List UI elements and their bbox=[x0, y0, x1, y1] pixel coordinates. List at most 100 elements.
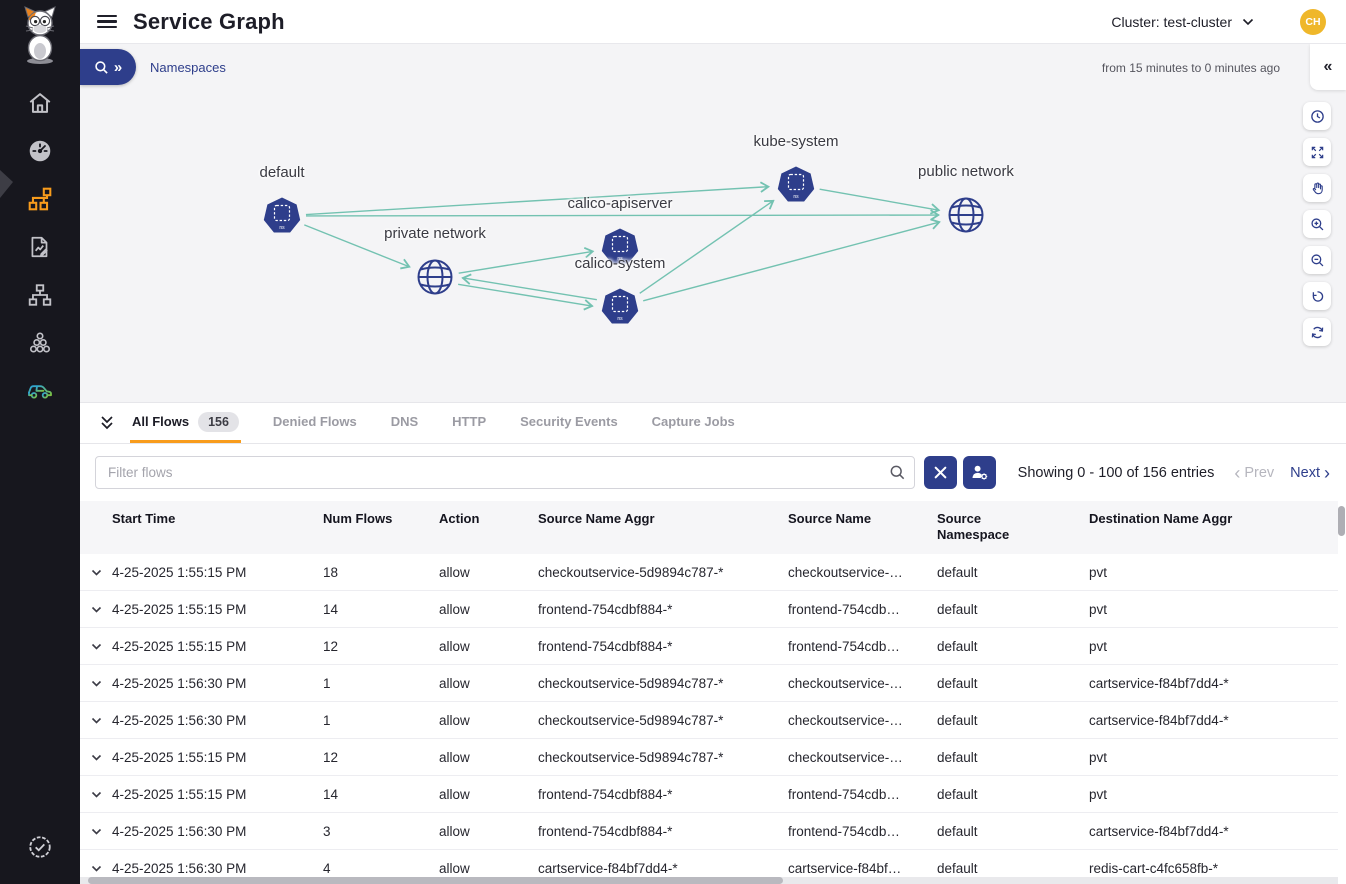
graph-nodes-layer: ns default private network ns calico-apiserv… bbox=[80, 44, 1346, 402]
column-header-action[interactable]: Action bbox=[439, 511, 480, 526]
collapse-right-panel-button[interactable]: « bbox=[1310, 44, 1346, 90]
avatar[interactable]: CH bbox=[1300, 8, 1326, 35]
row-expander-icon[interactable] bbox=[80, 591, 112, 627]
refresh-icon[interactable] bbox=[1303, 318, 1331, 346]
table-cell: checkoutservice-… bbox=[788, 564, 903, 580]
table-cell: allow bbox=[439, 786, 470, 802]
tab-all-flows[interactable]: All Flows 156 bbox=[130, 403, 241, 443]
clock-icon[interactable] bbox=[1303, 102, 1331, 130]
table-cell: cartservice-f84bf… bbox=[788, 860, 902, 876]
row-expander-icon[interactable] bbox=[80, 702, 112, 738]
table-cell: 12 bbox=[323, 749, 339, 765]
tab-capture-jobs[interactable]: Capture Jobs bbox=[650, 403, 737, 443]
pan-hand-icon[interactable] bbox=[1303, 174, 1331, 202]
sidebar-item-network-policies[interactable] bbox=[27, 282, 53, 308]
undo-icon[interactable] bbox=[1303, 282, 1331, 310]
graph-node-kube-system[interactable]: ns kube-system bbox=[753, 133, 839, 205]
column-header-source-namespace[interactable]: Source Namespace bbox=[937, 511, 1010, 543]
tab-denied-flows[interactable]: Denied Flows bbox=[271, 403, 359, 443]
table-row: 4-25-2025 1:55:15 PM 14 allow frontend-754c… bbox=[80, 591, 1338, 628]
table-cell: checkoutservice-5d9894c787-* bbox=[538, 675, 724, 691]
svg-text:ns: ns bbox=[793, 194, 799, 200]
horizontal-scrollbar[interactable] bbox=[80, 877, 1338, 884]
tab-security-events[interactable]: Security Events bbox=[518, 403, 620, 443]
column-header-num-flows[interactable]: Num Flows bbox=[323, 511, 393, 526]
row-expander-icon[interactable] bbox=[80, 554, 112, 590]
network-sitemap-icon bbox=[28, 284, 52, 306]
table-cell: checkoutservice-… bbox=[788, 712, 903, 728]
row-expander-icon[interactable] bbox=[80, 628, 112, 664]
graph-node-public-network[interactable]: public network bbox=[918, 163, 1014, 235]
table-cell: default bbox=[937, 786, 978, 802]
table-cell: 4-25-2025 1:55:15 PM bbox=[112, 749, 247, 765]
sidebar-item-dashboard[interactable] bbox=[27, 138, 53, 164]
dashboard-gauge-icon bbox=[29, 140, 51, 162]
row-expander-icon[interactable] bbox=[80, 665, 112, 701]
tab-dns[interactable]: DNS bbox=[389, 403, 420, 443]
table-cell: 14 bbox=[323, 601, 339, 617]
column-header-source-name-aggr[interactable]: Source Name Aggr bbox=[538, 511, 655, 526]
collapse-flows-panel-icon[interactable] bbox=[94, 403, 120, 443]
sidebar-item-home[interactable] bbox=[27, 90, 53, 116]
column-header-start-time[interactable]: Start Time bbox=[112, 511, 176, 526]
sidebar-item-compliance[interactable] bbox=[27, 377, 53, 403]
graph-node-label: public network bbox=[918, 163, 1014, 180]
fit-screen-icon[interactable] bbox=[1303, 138, 1331, 166]
zoom-in-icon[interactable] bbox=[1303, 210, 1331, 238]
zoom-out-icon[interactable] bbox=[1303, 246, 1331, 274]
graph-node-calico-system[interactable]: ns calico-system bbox=[575, 255, 665, 327]
clear-filter-button[interactable] bbox=[924, 456, 957, 489]
hamburger-menu-icon[interactable] bbox=[97, 14, 117, 29]
calico-cat-logo bbox=[16, 6, 64, 70]
graph-node-label: calico-apiserver bbox=[567, 195, 673, 212]
graph-node-calico-apiserver[interactable]: ns calico-apiserver bbox=[567, 195, 673, 267]
breadcrumb[interactable]: Namespaces bbox=[150, 60, 226, 75]
tab-label: Security Events bbox=[520, 414, 618, 429]
table-cell: checkoutservice-5d9894c787-* bbox=[538, 564, 724, 580]
pagination-summary: Showing 0 - 100 of 156 entries bbox=[1017, 464, 1215, 481]
app-header: Service Graph Cluster: test-cluster CH bbox=[80, 0, 1346, 44]
graph-search-pill[interactable]: » bbox=[80, 49, 136, 85]
table-cell: 4-25-2025 1:55:15 PM bbox=[112, 786, 247, 802]
column-customization-button[interactable] bbox=[963, 456, 996, 489]
sidebar-item-verified[interactable] bbox=[27, 834, 53, 860]
table-row: 4-25-2025 1:55:15 PM 12 allow frontend-754c… bbox=[80, 628, 1338, 665]
next-page-button[interactable]: Next › bbox=[1290, 462, 1330, 483]
table-cell: 4-25-2025 1:55:15 PM bbox=[112, 638, 247, 654]
row-expander-icon[interactable] bbox=[80, 776, 112, 812]
cluster-selector[interactable]: Cluster: test-cluster bbox=[1111, 14, 1254, 30]
table-cell: frontend-754cdb… bbox=[788, 823, 900, 839]
table-cell: checkoutservice-… bbox=[788, 675, 903, 691]
table-cell: default bbox=[937, 564, 978, 580]
cluster-nodes-icon bbox=[29, 332, 51, 353]
table-cell: 4-25-2025 1:56:30 PM bbox=[112, 712, 247, 728]
filter-flows-input[interactable] bbox=[95, 456, 915, 489]
row-expander-icon[interactable] bbox=[80, 850, 112, 884]
row-expander-icon[interactable] bbox=[80, 813, 112, 849]
user-gear-icon bbox=[972, 465, 988, 480]
sidebar-item-service-graph[interactable] bbox=[27, 186, 53, 212]
graph-node-label: default bbox=[259, 164, 305, 181]
table-cell: 18 bbox=[323, 564, 339, 580]
tab-http[interactable]: HTTP bbox=[450, 403, 488, 443]
svg-text:ns: ns bbox=[617, 256, 623, 262]
table-row: 4-25-2025 1:56:30 PM 1 allow checkoutservic… bbox=[80, 665, 1338, 702]
table-cell: default bbox=[937, 601, 978, 617]
graph-node-private-network[interactable]: private network bbox=[384, 225, 486, 297]
table-cell: allow bbox=[439, 749, 470, 765]
table-cell: frontend-754cdb… bbox=[788, 601, 900, 617]
sidebar-item-components[interactable] bbox=[27, 330, 53, 356]
graph-node-default[interactable]: ns default bbox=[259, 164, 305, 236]
row-expander-icon[interactable] bbox=[80, 739, 112, 775]
search-icon bbox=[95, 60, 108, 74]
column-header-destination-name-aggr[interactable]: Destination Name Aggr bbox=[1089, 511, 1233, 526]
tab-label: All Flows bbox=[132, 414, 190, 429]
table-cell: cartservice-f84bf7dd4-* bbox=[1089, 712, 1229, 728]
prev-page-button[interactable]: ‹ Prev bbox=[1234, 462, 1275, 483]
service-graph-icon bbox=[28, 187, 52, 211]
column-header-source-name[interactable]: Source Name bbox=[788, 511, 872, 526]
vertical-scrollbar[interactable] bbox=[1338, 500, 1346, 884]
table-cell: checkoutservice-5d9894c787-* bbox=[538, 712, 724, 728]
service-graph-canvas[interactable]: » Namespaces from 15 minutes to 0 minute… bbox=[80, 44, 1346, 402]
sidebar-item-reports[interactable] bbox=[27, 234, 53, 260]
